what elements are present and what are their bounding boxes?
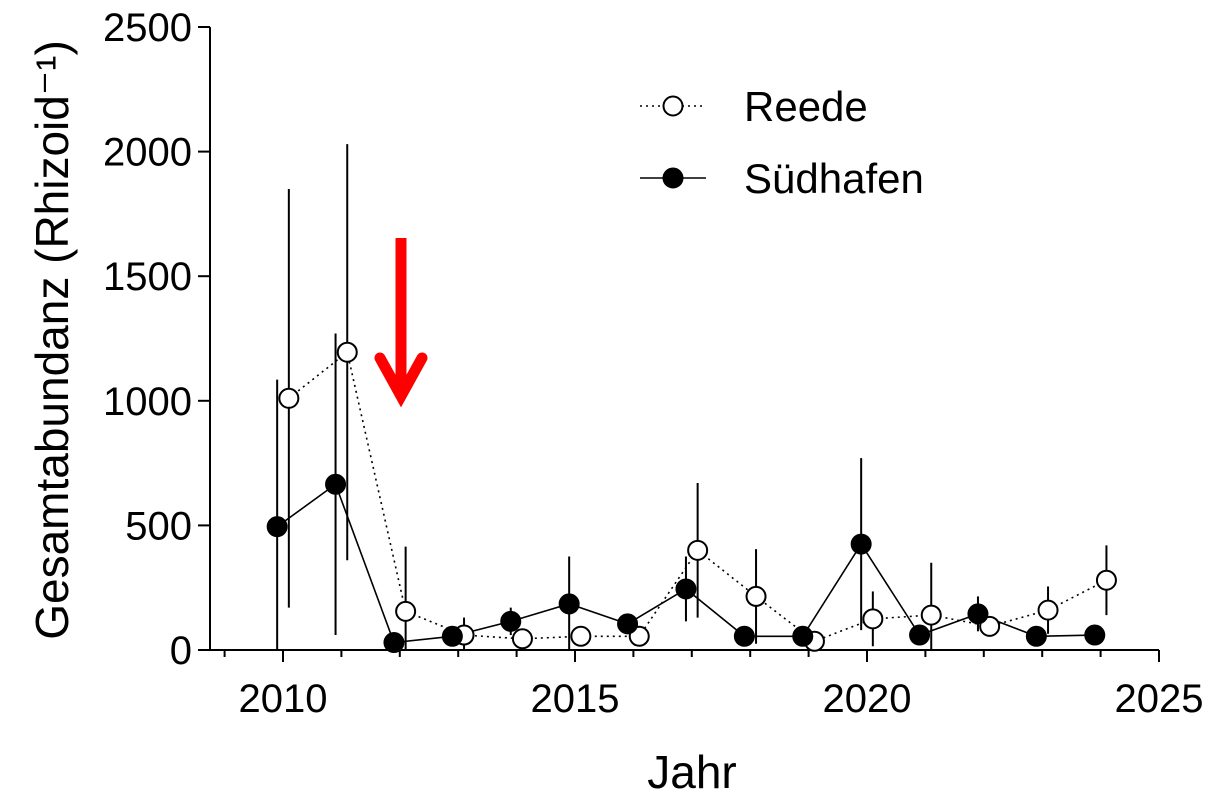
data-point <box>336 341 358 363</box>
data-point <box>278 387 300 409</box>
data-point <box>792 625 814 647</box>
data-point <box>570 625 592 647</box>
y-tick-label: 2000 <box>103 131 192 175</box>
legend-label: Südhafen <box>744 155 924 202</box>
data-point <box>675 578 697 600</box>
arrow-head <box>374 352 428 408</box>
data-point <box>850 533 872 555</box>
legend-marker <box>662 167 684 189</box>
data-point <box>687 539 709 561</box>
x-tick-label: 2025 <box>1115 677 1204 721</box>
series-line <box>288 350 1107 643</box>
y-tick-label: 1000 <box>103 380 192 424</box>
y-tick-label: 1500 <box>103 255 192 299</box>
data-point <box>862 608 884 630</box>
data-point <box>745 585 767 607</box>
data-point <box>1084 624 1106 646</box>
legend-marker <box>662 95 684 117</box>
y-tick-label: 2500 <box>103 6 192 50</box>
data-point <box>1037 599 1059 621</box>
data-point <box>1025 625 1047 647</box>
data-point <box>617 613 639 635</box>
legend-label: Reede <box>744 83 868 130</box>
x-tick-label: 2010 <box>239 677 328 721</box>
data-point <box>920 604 942 626</box>
data-point <box>325 473 347 495</box>
x-tick-label: 2020 <box>823 677 912 721</box>
data-point <box>1095 569 1117 591</box>
data-point <box>511 628 533 650</box>
data-point <box>383 632 405 654</box>
y-tick-label: 500 <box>125 504 192 548</box>
data-point <box>558 593 580 615</box>
data-point <box>266 516 288 538</box>
data-point <box>967 603 989 625</box>
arrow <box>374 238 428 408</box>
data-point <box>909 624 931 646</box>
data-point <box>395 600 417 622</box>
data-point <box>733 625 755 647</box>
y-tick-label: 0 <box>170 629 192 673</box>
data-point <box>441 625 463 647</box>
x-tick-label: 2015 <box>531 677 620 721</box>
y-axis-label: Gesamtabundanz (Rhizoid⁻¹) <box>26 40 78 640</box>
data-point <box>500 610 522 632</box>
x-axis-label: Jahr <box>647 746 736 791</box>
